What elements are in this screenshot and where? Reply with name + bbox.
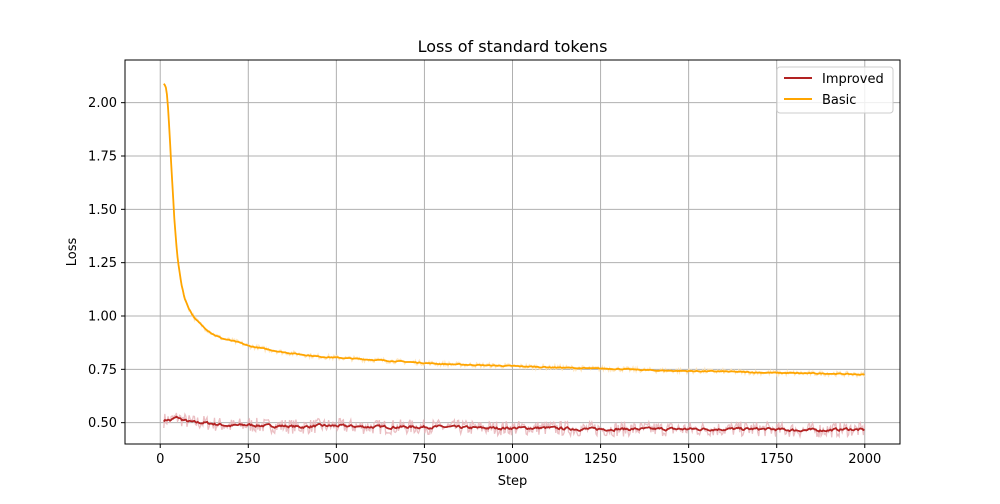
y-tick-label: 0.75	[88, 363, 117, 378]
x-tick-label: 750	[412, 452, 437, 467]
y-tick-label: 1.75	[88, 150, 117, 165]
y-tick-label: 1.00	[88, 310, 117, 325]
series-lines	[163, 83, 865, 433]
x-tick-label: 1750	[760, 452, 793, 467]
x-tick-label: 0	[156, 452, 164, 467]
legend-label-basic: Basic	[822, 93, 856, 108]
legend: Improved Basic	[776, 66, 894, 114]
x-axis-ticks: 0 250 500 750 1000 1250 1500 1750 2000	[156, 444, 881, 467]
y-tick-label: 0.50	[88, 416, 117, 431]
y-axis-label: Loss	[65, 238, 80, 267]
x-tick-label: 1250	[584, 452, 617, 467]
y-axis-ticks: 0.50 0.75 1.00 1.25 1.50 1.75 2.00	[88, 96, 125, 431]
series-line-improved	[163, 415, 865, 433]
x-axis-label: Step	[498, 474, 528, 489]
series-line-basic	[163, 83, 865, 376]
chart-title: Loss of standard tokens	[418, 37, 608, 56]
x-tick-label: 1000	[496, 452, 529, 467]
legend-label-improved: Improved	[822, 72, 884, 87]
grid-lines	[125, 60, 900, 444]
y-tick-label: 1.50	[88, 203, 117, 218]
y-tick-label: 1.25	[88, 256, 117, 271]
x-tick-label: 2000	[848, 452, 881, 467]
y-tick-label: 2.00	[88, 96, 117, 111]
x-tick-label: 1500	[672, 452, 705, 467]
x-tick-label: 250	[236, 452, 261, 467]
x-tick-label: 500	[324, 452, 349, 467]
